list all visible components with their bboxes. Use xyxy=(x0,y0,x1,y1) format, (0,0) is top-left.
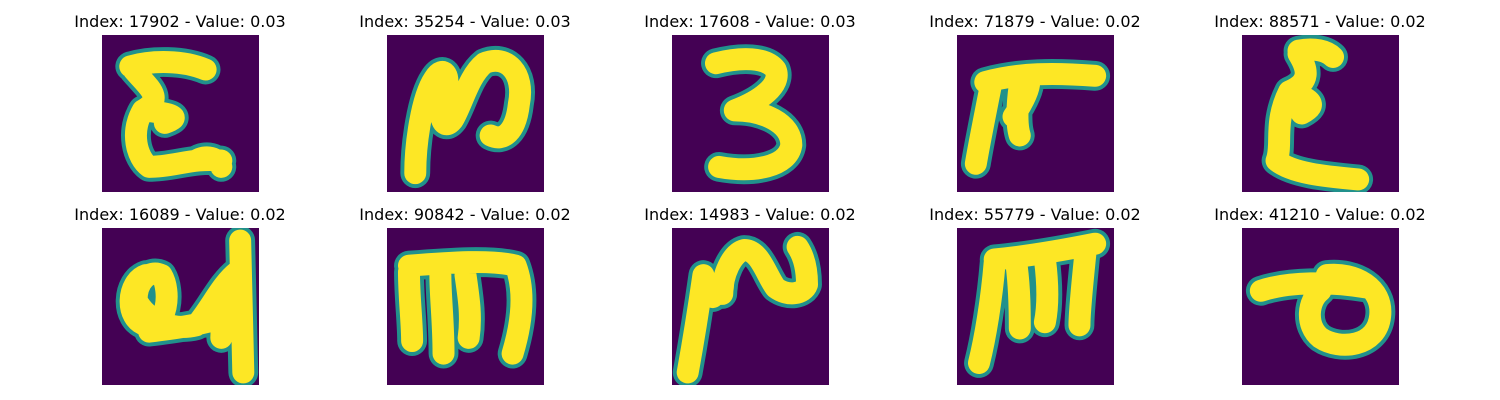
panel-title: Index: 71879 - Value: 0.02 xyxy=(929,12,1141,31)
panel-title: Index: 90842 - Value: 0.02 xyxy=(359,205,571,224)
panel-title: Index: 35254 - Value: 0.03 xyxy=(359,12,571,31)
handwriting-image xyxy=(672,228,829,385)
handwriting-image xyxy=(672,35,829,192)
handwriting-image xyxy=(102,228,259,385)
panel-title: Index: 14983 - Value: 0.02 xyxy=(644,205,856,224)
panel-title: Index: 88571 - Value: 0.02 xyxy=(1214,12,1426,31)
handwriting-image xyxy=(957,35,1114,192)
handwriting-image xyxy=(957,228,1114,385)
handwriting-image xyxy=(387,228,544,385)
handwriting-image xyxy=(1242,228,1399,385)
panel-title: Index: 17902 - Value: 0.03 xyxy=(74,12,286,31)
panel-title: Index: 16089 - Value: 0.02 xyxy=(74,205,286,224)
handwriting-image xyxy=(102,35,259,192)
panel-title: Index: 17608 - Value: 0.03 xyxy=(644,12,856,31)
panel-title: Index: 55779 - Value: 0.02 xyxy=(929,205,1141,224)
handwriting-image xyxy=(1242,35,1399,192)
handwriting-image xyxy=(387,35,544,192)
panel-title: Index: 41210 - Value: 0.02 xyxy=(1214,205,1426,224)
